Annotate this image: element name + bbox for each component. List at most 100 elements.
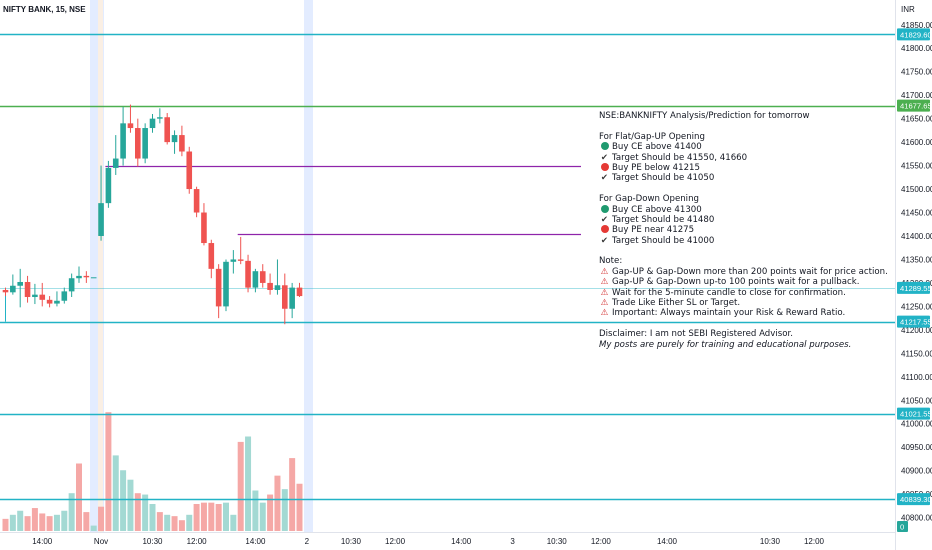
note-item: ⚠ Gap-UP & Gap-Down more than 200 points … (599, 267, 889, 277)
volume-bar (178, 520, 185, 531)
candle-body (245, 260, 251, 288)
volume-bar (2, 518, 9, 531)
volume-bar (112, 455, 119, 531)
candle-body (105, 167, 112, 204)
volume-bar (98, 506, 105, 531)
gap-down-item-text: Buy PE near 41275 (612, 225, 695, 236)
session-band (304, 0, 313, 532)
candle-body (186, 151, 193, 190)
gap-down-item-text: Target Should be 41000 (612, 235, 715, 246)
price-badge (897, 493, 930, 506)
flat-opening-item-text: Buy CE above 41400 (612, 142, 702, 153)
volume-bar (68, 493, 75, 531)
candle-body (274, 285, 281, 290)
note-list: ⚠ Gap-UP & Gap-Down more than 200 points … (599, 267, 889, 319)
warning-icon: ⚠ (600, 266, 609, 277)
y-tick-label: 41100.00 (901, 373, 932, 382)
volume-bar (17, 510, 24, 531)
candle-body (157, 117, 163, 119)
price-badge (897, 28, 930, 41)
analysis-text-note[interactable]: NSE:BANKNIFTY Analysis/Prediction for to… (599, 111, 889, 350)
y-tick-label: 41550.00 (901, 162, 932, 171)
disclaimer-line-2: My posts are purely for training and edu… (599, 339, 852, 350)
volume-bar (193, 504, 200, 531)
note-item: ⚠ Important: Always maintain your Risk & … (599, 308, 889, 318)
x-tick-label: 12:00 (187, 537, 208, 546)
price-badges: 41829.60 41677.65 41289.55 41217.55 41021.55… (897, 28, 932, 532)
y-tick-label: 41000.00 (901, 420, 932, 429)
y-tick-label: 41700.00 (901, 91, 932, 100)
gap-down-item: ✔ Target Should be 41000 (599, 236, 889, 246)
volume-bar (24, 516, 31, 531)
volume-bar (46, 516, 53, 531)
candle-body (289, 287, 295, 309)
x-tick-label: 10:30 (142, 537, 163, 546)
price-badge-label: 41677.65 (900, 102, 932, 111)
price-badge (897, 99, 930, 112)
candle-body (32, 294, 38, 298)
y-tick-label: 41800.00 (901, 44, 932, 53)
gap-down-list: Buy CE above 41300 ✔ Target Should be 4148… (599, 204, 889, 247)
y-tick-label: 41150.00 (901, 349, 932, 358)
candle-body (98, 203, 104, 236)
volume-bar (76, 463, 82, 531)
x-tick-label: 10:30 (547, 537, 568, 546)
candle-body (201, 212, 207, 244)
x-tick-label: Nov (94, 537, 108, 546)
volume-bar (149, 504, 156, 531)
volume-bar (53, 514, 60, 531)
volume-badge (897, 521, 908, 532)
gap-down-item: ✔ Target Should be 41480 (599, 215, 889, 225)
y-tick-label: 41050.00 (901, 396, 932, 405)
volume-bar (156, 512, 163, 531)
volume-bar (215, 504, 222, 531)
volume-bar (127, 479, 134, 531)
candle-body (267, 282, 273, 290)
candle-body (171, 135, 178, 143)
candle-body (61, 291, 68, 301)
price-badge (897, 407, 930, 420)
x-tick-label: 10:30 (341, 537, 362, 546)
volume-bar (274, 475, 281, 531)
candle-body (215, 268, 222, 307)
gap-down-item: Buy CE above 41300 (599, 204, 889, 215)
y-tick-label: 41250.00 (901, 302, 932, 311)
volume-bar (134, 493, 141, 531)
candle-body (112, 158, 119, 168)
warning-icon: ⚠ (600, 298, 609, 309)
volume-bar (200, 502, 207, 531)
y-tick-label: 41850.00 (901, 21, 932, 30)
volume-bar (120, 470, 127, 531)
volume-bar (208, 502, 215, 531)
x-axis-ticks: 14:00 Nov 10:30 12:00 14:00 2 10:30 12:00 14:00 3… (32, 537, 824, 546)
candle-body (259, 271, 266, 283)
gap-down-item: Buy PE near 41275 (599, 225, 889, 235)
candle-body (68, 278, 75, 292)
volume-bar (171, 516, 178, 531)
check-mark-icon: ✔ (600, 214, 609, 225)
y-tick-label: 41500.00 (901, 185, 932, 194)
volume-bar (245, 436, 252, 531)
candle-body (39, 294, 46, 300)
x-tick-label: 12:00 (385, 537, 406, 546)
volume-bar (83, 512, 90, 531)
y-tick-label: 41450.00 (901, 209, 932, 218)
volume-bar (39, 513, 46, 531)
note-item-text: Important: Always maintain your Risk & R… (612, 308, 846, 319)
candle-body (282, 285, 288, 309)
candles (2, 104, 303, 325)
warning-icon: ⚠ (600, 287, 609, 298)
candle-body (193, 189, 200, 213)
price-badge (897, 281, 930, 294)
note-heading: Note: (599, 256, 623, 267)
candle-body (237, 259, 244, 261)
y-tick-label: 40950.00 (901, 443, 932, 452)
gap-down-heading: For Gap-Down Opening (599, 194, 699, 205)
volume-bar (267, 494, 274, 531)
check-mark-icon: ✔ (600, 173, 609, 184)
volume-bar (223, 502, 229, 531)
volume-bar (105, 412, 112, 531)
y-tick-label: 41750.00 (901, 68, 932, 77)
candle-body (17, 281, 23, 286)
